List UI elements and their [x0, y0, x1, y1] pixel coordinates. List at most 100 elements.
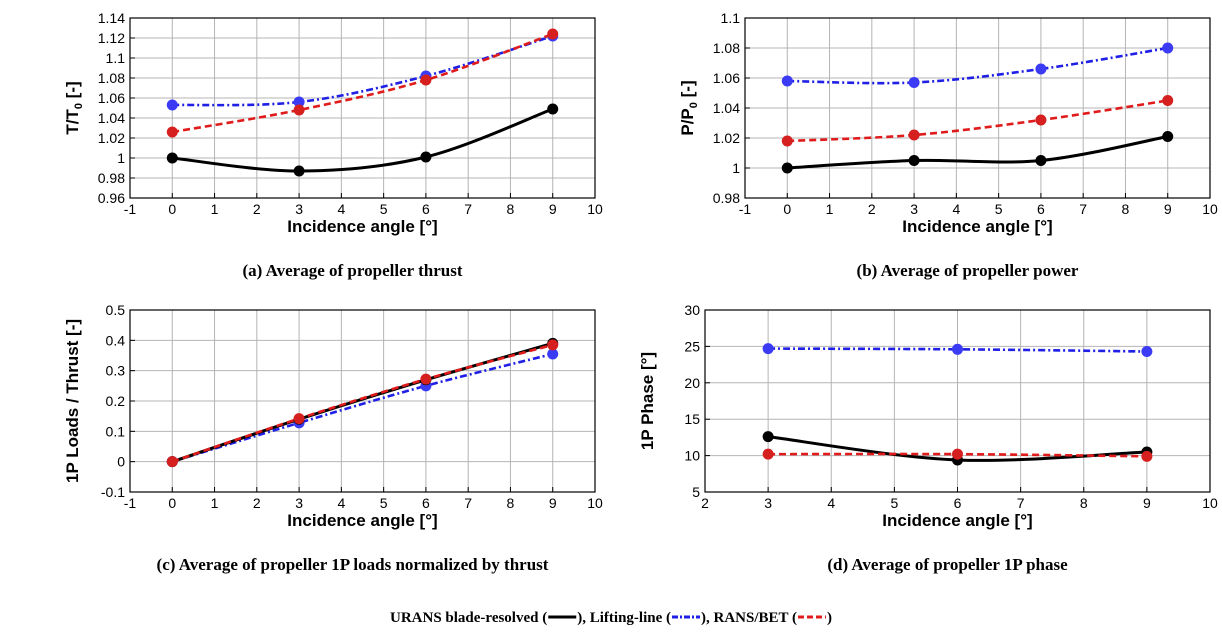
data-point-lifting_line: [1035, 63, 1047, 75]
series-line-rans_bet: [172, 32, 554, 134]
y-axis-label-main: 1P Phase [°]: [638, 352, 657, 450]
x-tick-label: 1: [211, 495, 219, 511]
x-tick-label: -1: [124, 201, 137, 217]
legend-label-2: RANS/BET (: [710, 610, 797, 626]
x-tick-label: 3: [295, 495, 303, 511]
data-point-urans: [781, 162, 793, 174]
series-line-lifting_line: [172, 34, 554, 107]
x-tick-label: 2: [253, 201, 261, 217]
legend-suffix-0: ),: [577, 610, 586, 626]
legend-text: URANS blade-resolved ( ), Lifting-line (…: [390, 610, 832, 626]
x-tick-label: 6: [422, 495, 430, 511]
panel-caption: (d) Average of propeller 1P phase: [827, 555, 1068, 574]
x-tick-label: 0: [168, 495, 176, 511]
x-tick-label: 7: [464, 495, 472, 511]
x-tick-label: 7: [1079, 201, 1087, 217]
y-tick-label: 1: [117, 150, 125, 166]
data-point-lifting_line: [293, 96, 305, 108]
y-tick-label: 1.04: [713, 100, 740, 116]
y-axis-label-main: 1P Loads / Thrust [-]: [63, 319, 82, 483]
data-point-urans: [547, 103, 559, 115]
x-tick-label: 0: [783, 201, 791, 217]
plot-frame: [129, 17, 596, 199]
x-tick-label: 4: [952, 201, 960, 217]
data-point-urans: [420, 151, 432, 163]
x-tick-label: 9: [549, 201, 557, 217]
data-point-lifting_line: [1162, 42, 1174, 54]
y-tick-label: 30: [684, 302, 700, 318]
y-tick-label: 0.3: [106, 363, 126, 379]
series-line-rans_bet: [787, 99, 1168, 143]
y-tick-label: 0.98: [713, 190, 740, 206]
y-axis-label: 1P Loads / Thrust [-]: [63, 319, 82, 483]
x-tick-label: 1: [826, 201, 834, 217]
y-tick-label: 1.08: [713, 40, 740, 56]
y-axis-label-sub: 0: [73, 103, 85, 109]
data-point-rans_bet: [166, 126, 178, 138]
y-tick-label: 0.1: [106, 423, 126, 439]
y-axis-label-main: P/P: [678, 108, 697, 135]
x-tick-label: 7: [1017, 495, 1025, 511]
y-tick-label: 0.4: [106, 332, 126, 348]
x-tick-label: 8: [507, 495, 515, 511]
x-axis-label: Incidence angle [°]: [902, 217, 1052, 236]
y-tick-label: 5: [692, 484, 700, 500]
panel-c: -1 0 1 2 3 4 5 6 7 8 9 10 -0.1 0 0.1 0.2 0.3 0.4 0.5 Incide…: [63, 302, 603, 574]
data-point-rans_bet: [908, 129, 920, 141]
x-tick-label: 7: [464, 201, 472, 217]
x-tick-label: 6: [954, 495, 962, 511]
y-tick-label: 0.96: [98, 190, 125, 206]
series-line-urans: [172, 107, 554, 173]
y-tick-label: 25: [684, 338, 700, 354]
data-point-rans_bet: [762, 448, 774, 460]
data-point-rans_bet: [166, 456, 178, 468]
x-tick-label: 4: [827, 495, 835, 511]
panel-caption: (c) Average of propeller 1P loads normal…: [157, 555, 549, 574]
data-point-rans_bet: [420, 74, 432, 86]
x-tick-label: 5: [380, 495, 388, 511]
y-tick-label: 20: [684, 375, 700, 391]
x-tick-label: 9: [1143, 495, 1151, 511]
y-tick-label: 0.98: [98, 170, 125, 186]
data-point-lifting_line: [1141, 345, 1153, 357]
x-tick-label: 10: [587, 495, 603, 511]
y-axis-label: 1P Phase [°]: [638, 352, 657, 450]
x-tick-label: 5: [380, 201, 388, 217]
y-axis-label-main: T/T: [63, 109, 82, 135]
y-tick-label: 1.04: [98, 110, 125, 126]
y-tick-label: 0.2: [106, 393, 126, 409]
panel-b: -1 0 1 2 3 4 5 6 7 8 9 10 0.98 1 1.02 1.04 1.06 1.08 1.1 In…: [678, 10, 1218, 280]
x-tick-label: -1: [124, 495, 137, 511]
x-tick-label: 6: [422, 201, 430, 217]
x-tick-label: 8: [1122, 201, 1130, 217]
x-tick-label: 3: [764, 495, 772, 511]
legend-suffix-1: ),: [701, 610, 710, 626]
panel-caption: (a) Average of propeller thrust: [242, 261, 462, 280]
y-tick-label: 15: [684, 411, 700, 427]
x-tick-label: 6: [1037, 201, 1045, 217]
x-tick-label: -1: [739, 201, 752, 217]
y-tick-label: 1.06: [98, 90, 125, 106]
data-point-urans: [166, 152, 178, 164]
y-axis-label-tail: [-]: [678, 80, 697, 102]
y-tick-label: 1.02: [98, 130, 125, 146]
data-point-lifting_line: [547, 348, 559, 360]
x-tick-label: 3: [295, 201, 303, 217]
x-tick-label: 9: [1164, 201, 1172, 217]
y-tick-label: 1: [732, 160, 740, 176]
x-axis-label: Incidence angle [°]: [882, 511, 1032, 530]
y-tick-label: 10: [684, 448, 700, 464]
x-tick-label: 4: [337, 495, 345, 511]
y-tick-label: 1.1: [106, 50, 126, 66]
data-point-urans: [293, 165, 305, 177]
data-point-urans: [1035, 155, 1047, 166]
x-tick-label: 5: [995, 201, 1003, 217]
x-tick-label: 4: [337, 201, 345, 217]
x-axis-label: Incidence angle [°]: [287, 217, 437, 236]
data-point-rans_bet: [547, 28, 559, 40]
x-tick-label: 0: [168, 201, 176, 217]
y-tick-label: 1.12: [98, 30, 125, 46]
y-axis-label: P/P0 [-]: [678, 80, 700, 135]
x-tick-label: 2: [868, 201, 876, 217]
